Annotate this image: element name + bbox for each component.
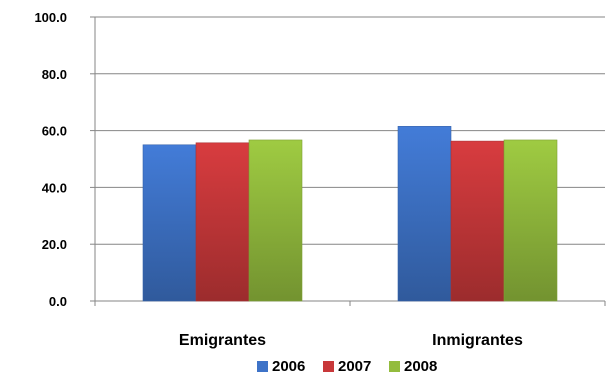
x-category-label: Emigrantes <box>179 332 266 349</box>
bar-2006-inmigrantes <box>397 126 452 302</box>
legend-label: 2007 <box>338 358 371 375</box>
bar-2008-inmigrantes <box>503 139 558 302</box>
y-tick-label: 40.0 <box>42 180 67 195</box>
legend-swatch-2006 <box>257 361 268 372</box>
legend-swatch-2007 <box>323 361 334 372</box>
bar-2006-emigrantes <box>142 144 197 302</box>
x-axis-category-labels: Emigrantes Inmigrantes <box>179 332 523 349</box>
x-category-label: Inmigrantes <box>432 332 523 349</box>
legend-swatch-2008 <box>389 361 400 372</box>
bar-2007-emigrantes <box>195 142 250 302</box>
bar-2007-inmigrantes <box>450 140 505 302</box>
y-tick-label: 0.0 <box>49 294 67 309</box>
y-tick-label: 20.0 <box>42 237 67 252</box>
legend-label: 2006 <box>272 358 305 375</box>
legend-label: 2008 <box>404 358 437 375</box>
y-tick-label: 60.0 <box>42 124 67 139</box>
legend: 2006 2007 2008 <box>257 358 437 375</box>
y-tick-label: 80.0 <box>42 67 67 82</box>
bar-2008-emigrantes <box>248 139 303 302</box>
bars <box>142 126 558 302</box>
y-axis-tick-labels: 0.0 20.0 40.0 60.0 80.0 100.0 <box>34 10 67 309</box>
y-tick-label: 100.0 <box>34 10 67 25</box>
